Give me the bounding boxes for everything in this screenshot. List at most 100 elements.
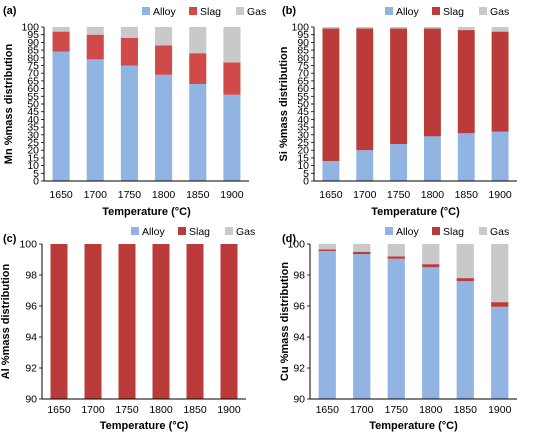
y-axis-label: Si %mass distribution <box>278 46 290 161</box>
panel-label: (a) <box>3 5 17 17</box>
bar-segment-gas-1750 <box>120 27 138 38</box>
chart-panel-b: (b) 0510152025303540455055606570758085909… <box>278 5 517 218</box>
y-tick-label: 35 <box>297 122 309 134</box>
bar-segment-alloy-1900 <box>491 131 509 181</box>
x-tick-label: 1750 <box>118 189 142 201</box>
bar-segment-gas-1800 <box>423 27 441 29</box>
bar-segment-alloy-1850 <box>456 281 474 399</box>
legend: Alloy Slag Gas <box>385 226 509 238</box>
y-tick-label: 50 <box>27 99 39 111</box>
y-tick-label: 65 <box>297 75 309 87</box>
bar-segment-slag-1650 <box>52 31 70 52</box>
y-tick-label: 100 <box>287 239 305 251</box>
legend-swatch-gas <box>236 7 244 15</box>
bar-segment-gas-1700 <box>356 27 374 29</box>
bar-segment-alloy-1650 <box>318 250 336 399</box>
bar-segment-gas-1850 <box>456 244 474 279</box>
y-tick-label: 96 <box>25 301 37 313</box>
bar-segment-alloy-1800 <box>155 74 173 181</box>
y-tick-label: 40 <box>297 114 309 126</box>
x-tick-label: 1850 <box>186 189 210 201</box>
y-tick-label: 0 <box>303 176 309 188</box>
legend-swatch-alloy <box>385 7 393 15</box>
x-tick-label: 1750 <box>385 404 409 416</box>
bar-segment-alloy-1850 <box>457 133 475 181</box>
y-tick-label: 90 <box>297 37 309 49</box>
x-axis-label: Temperature (°C) <box>102 206 191 218</box>
y-tick-label: 10 <box>27 160 39 172</box>
y-tick-label: 70 <box>297 68 309 80</box>
bar-segment-gas-1700 <box>86 27 104 35</box>
y-tick-label: 10 <box>297 160 309 172</box>
y-tick-label: 5 <box>303 168 309 180</box>
y-tick-label: 55 <box>27 91 39 103</box>
bar-segment-slag-1850 <box>457 30 475 134</box>
legend-swatch-slag <box>432 7 440 15</box>
y-tick-label: 30 <box>297 129 309 141</box>
legend-swatch-alloy <box>131 227 139 235</box>
y-tick-label: 98 <box>25 270 37 282</box>
y-tick-label: 75 <box>27 60 39 72</box>
y-tick-label: 65 <box>27 75 39 87</box>
y-tick-label: 98 <box>293 270 305 282</box>
bar-segment-gas-1750 <box>390 27 408 29</box>
bar-segment-alloy-1700 <box>356 150 374 181</box>
y-tick-label: 92 <box>293 363 305 375</box>
bar-segment-slag-1800 <box>152 244 170 399</box>
bar-segment-slag-1700 <box>86 34 104 60</box>
y-tick-label: 15 <box>27 152 39 164</box>
legend-label-slag: Slag <box>189 226 210 238</box>
panel-label: (c) <box>3 233 17 245</box>
bar-segment-slag-1900 <box>491 302 509 307</box>
y-axis-label: Mn %mass distribution <box>3 44 15 165</box>
y-tick-label: 95 <box>297 29 309 41</box>
y-tick-label: 5 <box>33 168 39 180</box>
bar-segment-alloy-1900 <box>491 306 509 399</box>
x-tick-label: 1800 <box>149 404 173 416</box>
y-tick-label: 85 <box>27 45 39 57</box>
x-tick-label: 1800 <box>421 189 445 201</box>
x-tick-label: 1700 <box>353 189 377 201</box>
x-tick-label: 1900 <box>220 189 244 201</box>
bar-segment-slag-1800 <box>422 264 440 268</box>
bar-segment-slag-1700 <box>353 251 371 255</box>
bar-segment-gas-1800 <box>155 27 173 46</box>
bar-segment-slag-1700 <box>84 244 102 399</box>
bar-segment-slag-1750 <box>390 28 408 145</box>
x-tick-label: 1650 <box>319 189 343 201</box>
bar-segment-alloy-1800 <box>423 136 441 181</box>
bar-segment-slag-1650 <box>50 244 68 399</box>
bar-segment-alloy-1850 <box>189 83 207 181</box>
x-tick-label: 1700 <box>350 404 374 416</box>
legend-swatch-slag <box>432 227 440 235</box>
y-tick-label: 96 <box>293 301 305 313</box>
bar-segment-slag-1750 <box>118 244 136 399</box>
legend-label-gas: Gas <box>236 226 255 238</box>
x-tick-label: 1850 <box>183 404 207 416</box>
legend-label-alloy: Alloy <box>153 6 177 18</box>
legend-label-alloy: Alloy <box>396 226 420 238</box>
y-tick-label: 20 <box>297 145 309 157</box>
bar-segment-slag-1700 <box>356 28 374 151</box>
bar-segment-alloy-1700 <box>353 254 371 399</box>
y-tick-label: 90 <box>25 394 37 406</box>
y-tick-label: 90 <box>27 37 39 49</box>
y-tick-label: 70 <box>27 68 39 80</box>
bar-segment-slag-1650 <box>318 249 336 251</box>
legend-swatch-gas <box>225 227 233 235</box>
bar-segment-slag-1800 <box>155 45 173 75</box>
bar-segment-slag-1850 <box>186 244 204 399</box>
x-tick-label: 1900 <box>488 404 512 416</box>
y-tick-label: 40 <box>27 114 39 126</box>
legend: Alloy Slag Gas <box>385 6 509 18</box>
bar-segment-slag-1850 <box>456 278 474 282</box>
legend: Alloy Slag Gas <box>142 6 266 18</box>
bar-segment-alloy-1750 <box>390 144 408 181</box>
y-tick-label: 95 <box>27 29 39 41</box>
x-tick-label: 1750 <box>115 404 139 416</box>
y-axis-label: Al %mass distribution <box>0 263 12 379</box>
bar-segment-gas-1850 <box>189 27 207 54</box>
x-tick-label: 1900 <box>217 404 241 416</box>
legend-swatch-alloy <box>385 227 393 235</box>
bar-segment-gas-1750 <box>387 244 405 257</box>
